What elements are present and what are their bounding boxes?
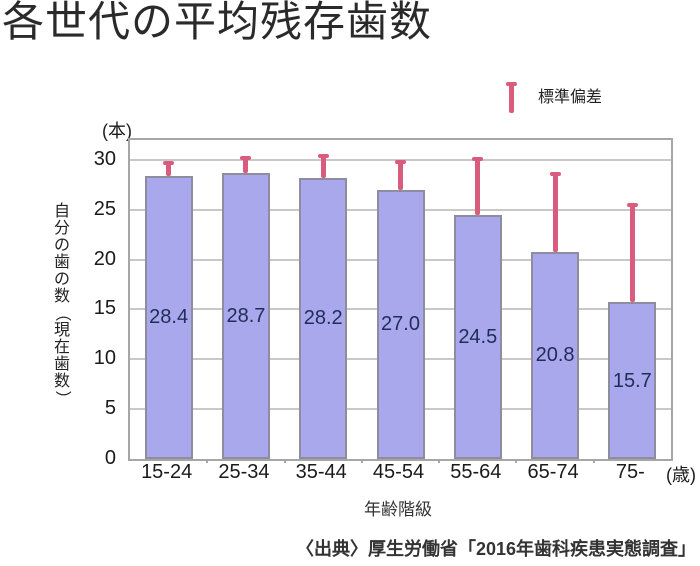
y-axis-title-char: 歯 [53, 254, 70, 271]
x-axis-boundary-tick [515, 459, 518, 463]
y-tick-label-5: 5 [104, 397, 116, 420]
error-bar-cap [317, 153, 329, 158]
error-bar-line [552, 171, 558, 252]
y-tick-label-10: 10 [93, 347, 116, 370]
legend-label: 標準偏差 [538, 89, 603, 106]
x-axis-boundary-tick [438, 459, 441, 463]
x-axis-boundary-tick [592, 459, 595, 463]
legend: 標準偏差 [505, 82, 602, 114]
bar-55-64 [453, 214, 502, 459]
error-bar-line [243, 155, 249, 173]
error-bar-cap [395, 159, 406, 164]
bar-45-54 [376, 189, 425, 459]
y-tick-label-25: 25 [93, 197, 116, 220]
error-bar-cap [472, 156, 484, 161]
y-axis-title-char: 在 [53, 339, 70, 356]
bar-65-74 [531, 251, 580, 459]
error-bar-icon [505, 82, 518, 114]
x-axis-boundary-tick [206, 459, 209, 463]
y-axis-title-char: 分 [53, 220, 70, 237]
error-bar-line [166, 160, 172, 176]
error-bar-cap [626, 202, 638, 207]
x-tick-label-25-34: 25-34 [218, 461, 270, 483]
x-tick-label-65-74: 65-74 [527, 461, 579, 483]
y-axis-title-char: の [53, 237, 70, 254]
chart-title: 各世代の平均残存歯数 [2, 0, 433, 45]
y-axis-title-char: 歯 [53, 356, 70, 373]
error-bar-icon-line [509, 83, 514, 113]
y-tick-label-0: 0 [104, 447, 116, 469]
y-axis-title-char: の [53, 271, 70, 288]
plot-area: 28.4 28.7 28.2 27.0 24.5 20.8 15.7 [128, 138, 673, 463]
x-tick-label-55-64: 55-64 [450, 461, 502, 483]
y-axis-title-char: 自 [53, 203, 70, 220]
bar-value-label: 20.8 [535, 344, 575, 367]
y-axis-title-char: 現 [53, 322, 70, 339]
error-bar-cap [549, 171, 561, 176]
y-axis-title-char: 数 [53, 288, 70, 305]
error-bar-line [398, 159, 403, 190]
error-bar-line [320, 153, 326, 178]
x-tick-label-15-24: 15-24 [141, 461, 193, 483]
y-axis-title: 自分の歯の数（現在歯数） [52, 203, 72, 407]
x-tick-label-45-54: 45-54 [372, 461, 425, 483]
error-bar-cap [163, 160, 175, 165]
x-tick-label-75-: 75- [615, 461, 645, 483]
error-bar-line [629, 202, 635, 303]
bar-75- [608, 302, 657, 459]
y-axis-unit: (本) [102, 121, 132, 141]
x-tick-label-35-44: 35-44 [295, 461, 347, 483]
bar-value-label: 28.2 [303, 307, 343, 330]
error-bar-line [475, 156, 481, 215]
bar-value-label: 28.7 [226, 304, 266, 327]
y-tick-label-30: 30 [93, 147, 116, 170]
y-tick-label-20: 20 [93, 247, 116, 270]
bar-value-label: 28.4 [149, 306, 189, 329]
bar-value-label: 15.7 [612, 369, 652, 392]
bar-value-label: 24.5 [458, 325, 498, 348]
bar-25-34 [221, 172, 270, 459]
y-tick-label-15: 15 [93, 297, 116, 320]
error-bar-cap [240, 155, 252, 160]
bar-value-label: 27.0 [381, 313, 420, 336]
x-axis-title: 年齢階級 [364, 500, 432, 519]
y-axis-title-char: 数 [53, 373, 70, 390]
x-axis-boundary-tick [283, 459, 286, 463]
x-axis-boundary-tick [360, 459, 363, 463]
x-axis-unit: (歳) [666, 465, 696, 485]
source-citation: 〈出典〉厚生労働省「2016年歯科疾患実態調査」 [296, 539, 697, 559]
bar-15-24 [144, 175, 193, 459]
bar-35-44 [299, 177, 348, 459]
